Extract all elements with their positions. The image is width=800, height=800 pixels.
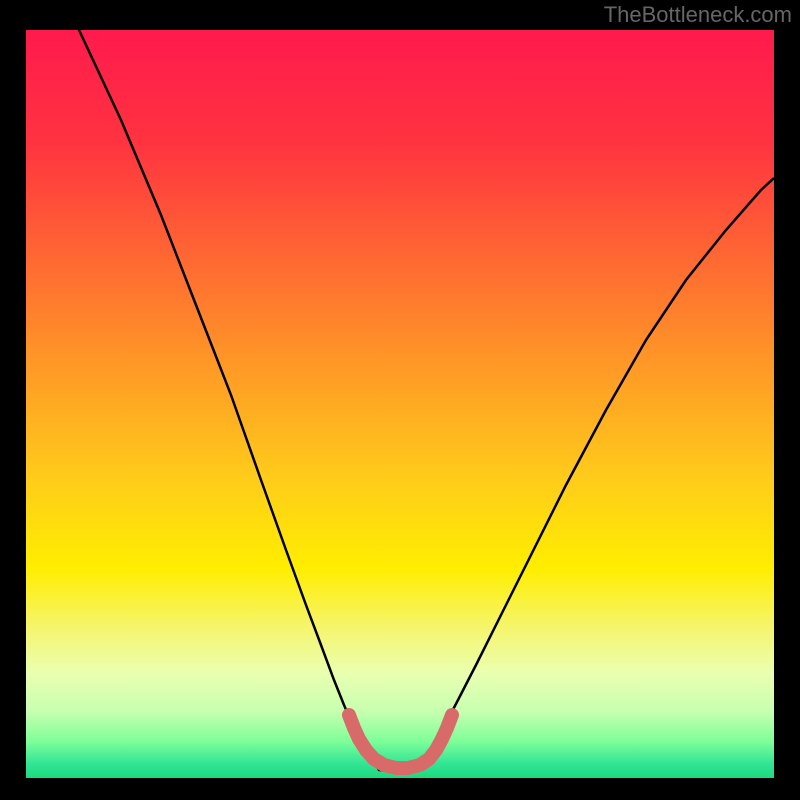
right-curve-branch (440, 178, 774, 735)
plot-area (26, 30, 774, 778)
bottom-trough-overlay (349, 715, 452, 768)
watermark-text: TheBottleneck.com (604, 2, 792, 28)
curve-layer (26, 30, 774, 778)
left-curve-branch (79, 30, 358, 735)
chart-container: TheBottleneck.com (0, 0, 800, 800)
